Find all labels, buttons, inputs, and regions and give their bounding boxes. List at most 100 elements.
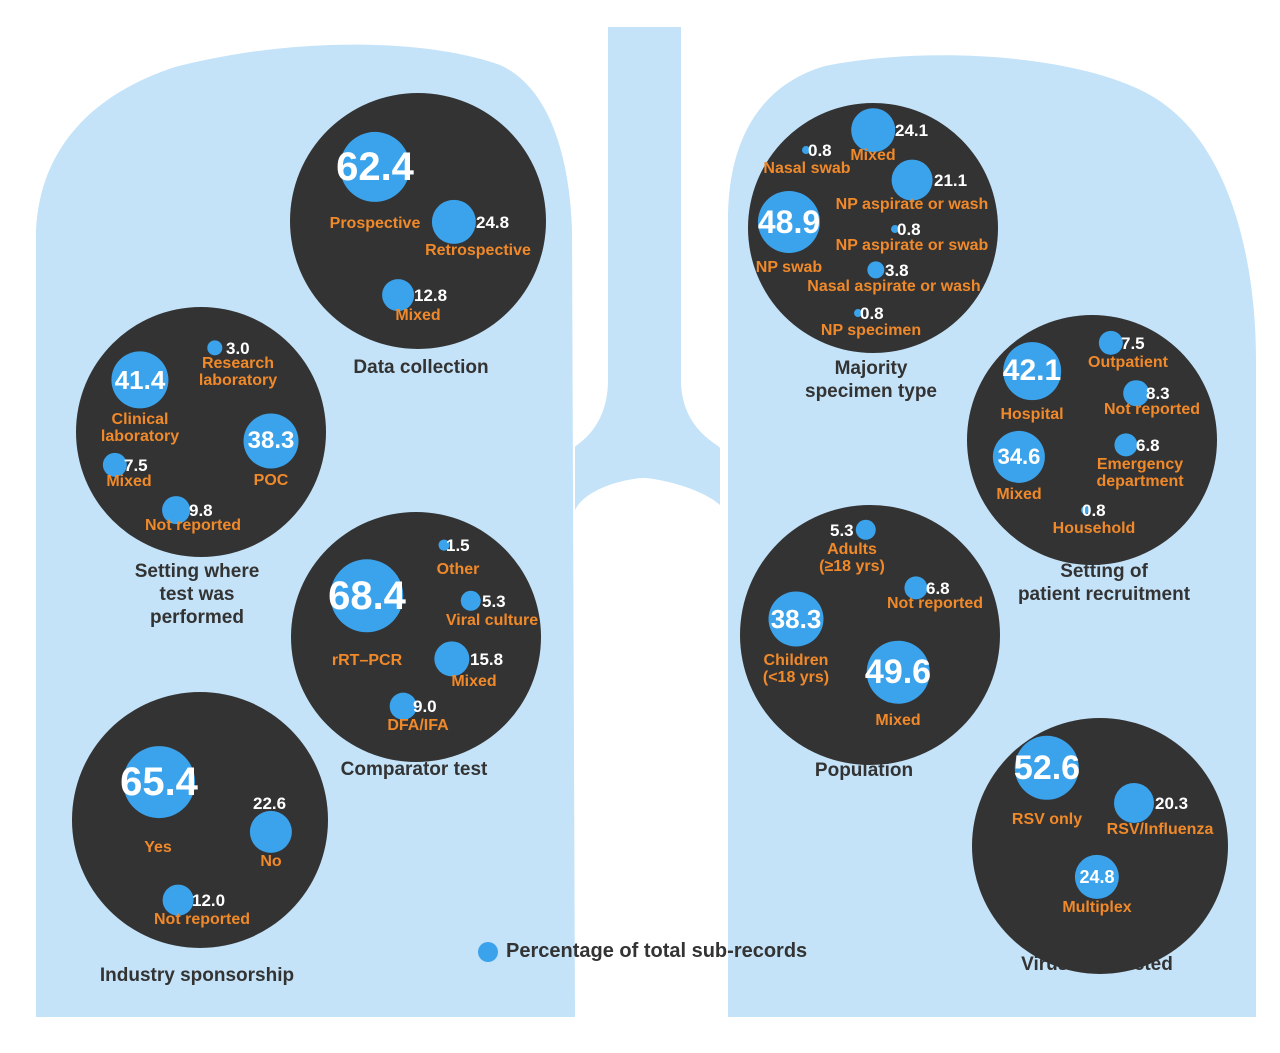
percentage-dot (867, 261, 885, 279)
category-label: POC (253, 472, 289, 489)
value-label: 24.1 (895, 121, 929, 140)
value-label: 1.5 (446, 536, 470, 555)
bubble-panel (291, 512, 541, 762)
value-label: 24.8 (476, 213, 510, 232)
panel-title: Setting where test was performed (134, 561, 260, 628)
value-label: 3.0 (226, 339, 250, 358)
percentage-dot (1114, 433, 1138, 457)
category-label: Multiplex (1062, 899, 1132, 916)
panel-title: Majority specimen type (805, 358, 937, 402)
legend-dot-icon (478, 941, 498, 962)
value-label: 5.3 (830, 521, 854, 540)
value-label: 6.8 (926, 579, 950, 598)
percentage-dot (382, 279, 414, 311)
category-label: RSV/Influenza (1106, 821, 1214, 838)
bubble-panel (290, 93, 546, 349)
percentage-dot (854, 309, 862, 317)
percentage-dot (855, 519, 877, 541)
category-label: rRT–PCR (331, 652, 403, 669)
category-label: RSV only (1011, 811, 1083, 828)
panel-title: Industry sponsorship (99, 965, 295, 986)
value-label: 7.5 (1121, 334, 1145, 353)
value-label: 8.3 (1146, 384, 1170, 403)
category-label: NP swab (755, 259, 823, 276)
category-label: Emergency department (1096, 456, 1184, 490)
percentage-dot (851, 108, 895, 152)
category-label: Outpatient (1088, 354, 1168, 371)
bubble-panel (972, 718, 1228, 974)
percentage-dot (891, 225, 899, 233)
value-label: 68.4 (328, 574, 406, 618)
percentage-dot (162, 496, 190, 524)
percentage-dot (460, 590, 482, 612)
value-label: 24.8 (1079, 867, 1115, 887)
percentage-dot (1081, 506, 1089, 514)
value-label: 48.9 (757, 204, 821, 240)
value-label: 5.3 (482, 592, 506, 611)
value-label: 0.8 (808, 141, 832, 160)
category-label: NP aspirate or wash (835, 196, 989, 213)
category-label: Prospective (329, 215, 421, 232)
value-label: 49.6 (864, 653, 932, 691)
percentage-dot (757, 190, 821, 254)
category-label: Not reported (887, 595, 983, 612)
percentage-dot (207, 340, 223, 356)
percentage-dot (162, 884, 194, 916)
value-label: 62.4 (336, 145, 414, 189)
category-label: Mixed (451, 673, 497, 690)
legend-label: Percentage of total sub-records (506, 940, 808, 962)
percentage-dot (389, 692, 417, 720)
percentage-dot (992, 430, 1046, 484)
value-label: 9.0 (413, 697, 437, 716)
percentage-dot (438, 539, 450, 551)
percentage-dot (102, 452, 128, 478)
percentage-dot (768, 591, 824, 647)
percentage-dot (339, 131, 411, 203)
percentage-dot (243, 413, 299, 469)
percentage-dot (111, 351, 169, 409)
category-label: Mixed (996, 486, 1042, 503)
category-label: Children (<18 yrs) (762, 652, 830, 686)
category-label: Nasal swab (763, 160, 851, 177)
category-label: Nasal aspirate or wash (807, 278, 981, 295)
percentage-dot (1014, 735, 1080, 801)
value-label: 7.5 (124, 456, 148, 475)
category-label: Retrospective (425, 242, 531, 259)
category-label: Hospital (1000, 406, 1064, 423)
percentage-dot (904, 576, 928, 600)
category-label: Not reported (154, 911, 250, 928)
value-label: 15.8 (470, 650, 504, 669)
value-label: 65.4 (120, 760, 198, 804)
category-label: Mixed (875, 712, 921, 729)
value-label: 9.8 (189, 501, 213, 520)
category-label: NP aspirate or swab (835, 237, 989, 254)
percentage-dot (1098, 330, 1124, 356)
percentage-dot (866, 640, 930, 704)
panel-title: Setting of patient recruitment (1017, 561, 1191, 605)
panel-title: Viruses detected (1021, 954, 1173, 975)
category-label: DFA/IFA (387, 717, 449, 734)
category-label: Household (1052, 520, 1136, 537)
panel-title: Comparator test (340, 759, 488, 780)
category-label: Not reported (1104, 401, 1200, 418)
percentage-dot (1003, 342, 1061, 400)
category-label: Clinical laboratory (100, 411, 180, 445)
percentage-dot (1074, 854, 1120, 900)
category-label: Mixed (850, 147, 896, 164)
category-label: No (260, 853, 282, 870)
category-label: NP specimen (820, 322, 922, 339)
value-label: 42.1 (1002, 354, 1062, 387)
percentage-dot (123, 746, 195, 818)
category-label: Not reported (145, 517, 241, 534)
value-label: 34.6 (997, 444, 1041, 469)
value-label: 41.4 (114, 365, 166, 395)
category-label: Viral culture (445, 612, 539, 629)
value-label: 12.8 (414, 286, 448, 305)
value-label: 6.8 (1136, 436, 1160, 455)
value-label: 38.3 (770, 604, 822, 634)
percentage-dot (1113, 782, 1155, 824)
percentage-dot (891, 159, 933, 201)
percentage-dot (330, 559, 404, 633)
